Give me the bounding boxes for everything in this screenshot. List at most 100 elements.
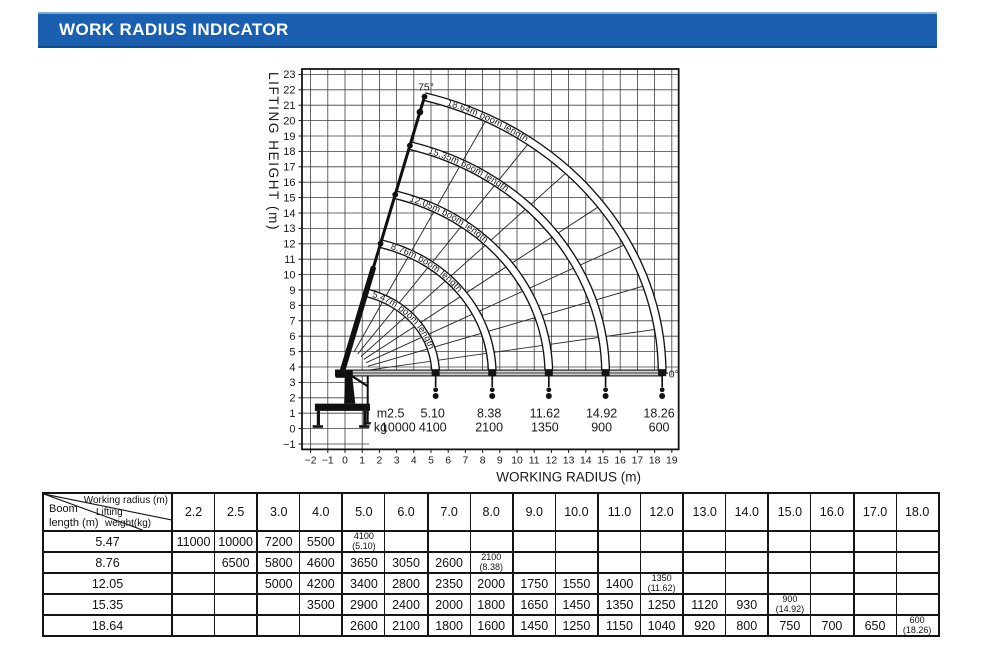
boom-length-arc-label: 12.05m boom length	[409, 193, 491, 244]
capacity-cell	[171, 551, 216, 575]
max-angle-label: 75°	[418, 82, 434, 94]
capacity-cell	[895, 572, 940, 596]
table-corner-cell: Working radius (m) Lifting weight(kg) Bo…	[42, 492, 173, 532]
y-tick-label: 21	[283, 100, 295, 112]
load-scale-radius-value: 14.92	[586, 407, 617, 421]
capacity-cell: 7200	[256, 529, 301, 554]
y-tick-label: 22	[283, 85, 295, 97]
capacity-cell	[767, 551, 812, 575]
y-tick-label: 1	[289, 408, 295, 420]
table-row: 18.64 2600 2100 1800 1600 1450 1250 1150 1040 920…	[42, 614, 940, 638]
radius-header-cell: 2.5	[214, 492, 258, 532]
table-row: 15.35 3500 2900 2400 2000 1800 1650 1450 1350 125…	[42, 593, 940, 617]
boom-length-cell: 15.35	[42, 593, 173, 617]
y-tick-label: 11	[284, 254, 295, 266]
capacity-cell	[171, 572, 216, 596]
boom-length-cell: 12.05	[42, 572, 173, 596]
radius-header-cell: 10.0	[554, 492, 599, 532]
capacity-cell: 1800	[469, 593, 514, 617]
y-tick-label: 20	[283, 115, 295, 127]
work-radius-chart-wrap: 18.64m boom length 15.35m boom length 12.0…	[256, 62, 693, 495]
x-tick-label: −2	[305, 455, 317, 466]
table-row: 8.76 6500 5800 4600 3650 3050 2600 2100 (8.38)	[42, 551, 940, 575]
capacity-cell	[214, 614, 258, 638]
y-tick-label: 0	[289, 423, 295, 435]
x-tick-label: 13	[563, 455, 575, 466]
capacity-cell	[256, 593, 301, 617]
load-scale-radius-value: 18.26	[643, 407, 674, 421]
boom-length-arc-label: 8.76m boom length	[390, 241, 465, 294]
x-tick-label: 0	[342, 455, 348, 466]
y-tick-label: 19	[283, 131, 295, 143]
capacity-cell: 4600	[299, 551, 343, 575]
capacity-cell: 1750	[511, 572, 556, 596]
y-tick-label: 16	[283, 177, 295, 189]
boom-length-cell: 18.64	[42, 614, 173, 638]
capacity-cell	[852, 529, 897, 554]
boom-length-cell: 5.47	[42, 529, 173, 554]
capacity-cell: 2350	[426, 572, 471, 596]
table-row: 5.47 11000 10000 7200 5500 4100 (5.10)	[42, 529, 940, 554]
capacity-cell: 2100	[384, 614, 429, 638]
x-tick-label: 2	[377, 455, 383, 466]
y-axis-title: LIFTING HEIGHT (m)	[266, 72, 281, 231]
x-tick-label: 1	[359, 455, 365, 466]
radius-header-cell: 17.0	[852, 492, 897, 532]
capacity-cell: 1350	[596, 593, 642, 617]
y-tick-label: 6	[289, 331, 295, 343]
y-tick-label: 5	[289, 346, 295, 358]
capacity-cell: 1450	[511, 614, 556, 638]
capacity-cell: 700	[810, 614, 854, 638]
capacity-cell	[767, 572, 812, 596]
capacity-cell	[384, 529, 429, 554]
capacity-cell: 650	[852, 614, 897, 638]
x-tick-label: 16	[614, 455, 626, 466]
capacity-cell: 1120	[682, 593, 727, 617]
load-scale-capacity-value: 4100	[419, 420, 447, 434]
y-tick-label: 17	[283, 162, 295, 174]
capacity-cell	[852, 593, 897, 617]
y-tick-label: −1	[283, 439, 296, 451]
x-tick-label: 9	[497, 455, 503, 466]
radius-header-cell: 11.0	[596, 492, 642, 532]
boom-length-cell: 8.76	[42, 551, 173, 575]
capacity-cell	[810, 551, 854, 575]
capacity-cell: 3400	[341, 572, 386, 596]
y-tick-label: 2	[289, 393, 295, 405]
capacity-cell	[426, 529, 471, 554]
boom-length-arc-label: 5.47m boom length	[371, 289, 437, 350]
load-scale-capacity-value: 600	[649, 420, 670, 434]
capacity-cell: 1040	[640, 614, 684, 638]
radius-header-cell: 7.0	[426, 492, 471, 532]
capacity-cell	[725, 551, 769, 575]
capacity-cell: 5000	[256, 572, 301, 596]
load-scale-capacity-value: 900	[591, 420, 612, 434]
capacity-cell: 1250	[640, 593, 684, 617]
x-tick-label: 7	[463, 455, 469, 466]
capacity-cell	[895, 593, 940, 617]
load-scale-radius-value: 11.62	[530, 407, 560, 421]
capacity-cell	[299, 614, 343, 638]
capacity-cell: 1450	[554, 593, 599, 617]
y-tick-label: 14	[283, 208, 295, 220]
capacity-cell	[725, 529, 769, 554]
capacity-cell: 2900	[341, 593, 386, 617]
capacity-cell: 2600	[341, 614, 386, 638]
capacity-cell	[852, 551, 897, 575]
corner-label-boom: Boom	[49, 503, 78, 515]
capacity-cell	[895, 529, 940, 554]
radius-header-cell: 9.0	[511, 492, 556, 532]
x-tick-label: 4	[411, 455, 417, 466]
y-tick-label: 8	[289, 300, 295, 312]
y-tick-label: 23	[283, 69, 295, 81]
load-scale-capacity-value: 10000	[381, 420, 416, 434]
section-title-bar: WORK RADIUS INDICATOR	[38, 12, 937, 48]
y-tick-label: 10	[283, 269, 295, 281]
capacity-cell: 4200	[299, 572, 343, 596]
capacity-cell: 5800	[256, 551, 301, 575]
capacity-cell: 2400	[384, 593, 429, 617]
capacity-cell	[511, 551, 556, 575]
